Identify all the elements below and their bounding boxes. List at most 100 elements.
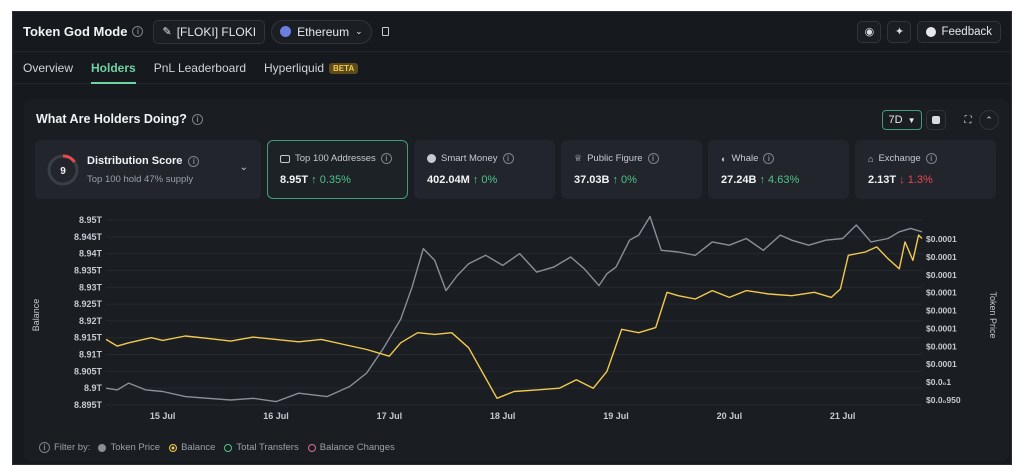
card-change: ↑ 0%	[612, 174, 637, 186]
range-select[interactable]: 7D ▼	[882, 110, 922, 130]
tab-label: PnL Leaderboard	[153, 61, 246, 75]
info-icon[interactable]: i	[763, 153, 775, 164]
chevron-down-icon[interactable]: ⌄	[239, 162, 248, 173]
calendar-button[interactable]	[926, 110, 946, 130]
card-whale[interactable]: ◐ Whale i 27.24B ↑ 4.63%	[708, 140, 849, 199]
legend-dot-icon	[98, 443, 107, 452]
trophy-icon: ♕	[574, 153, 583, 163]
distribution-title-row: Distribution Score i	[87, 155, 200, 167]
page-title: Token God Mode	[23, 24, 128, 39]
distribution-title: Distribution Score	[87, 155, 183, 167]
view-button[interactable]: ◉	[857, 20, 882, 43]
expand-icon: ⛶	[964, 114, 972, 126]
pin-button[interactable]: ✦	[887, 20, 912, 43]
x-tick-label: 17 Jul	[377, 411, 403, 421]
legend-item-balance-changes[interactable]: Balance Changes	[307, 442, 395, 453]
info-icon[interactable]: i	[132, 26, 144, 37]
y2-tick-label: $0.0001	[926, 288, 957, 298]
y-tick-label: 8.935T	[74, 265, 103, 275]
y-tick-label: 8.92T	[79, 316, 103, 326]
card-top-100-addresses[interactable]: Top 100 Addresses i 8.95T ↑ 0.35%	[267, 140, 408, 199]
card-value: 2.13T	[868, 174, 897, 186]
y-tick-label: 8.895T	[74, 400, 103, 410]
app-window: Token God Mode i ✎ [FLOKI] FLOKI Ethereu…	[12, 11, 1012, 465]
network-label: Ethereum	[297, 24, 350, 39]
top-bar: Token God Mode i ✎ [FLOKI] FLOKI Ethereu…	[13, 12, 1011, 52]
info-icon[interactable]: i	[502, 153, 514, 164]
y2-tick-label: $0.0001	[926, 323, 957, 333]
tab-overview[interactable]: Overview	[23, 61, 73, 83]
beta-badge: BETA	[329, 62, 359, 74]
info-icon[interactable]: i	[39, 442, 50, 453]
x-tick-label: 15 Jul	[150, 411, 176, 421]
y2-tick-label: $0.0001	[926, 341, 957, 351]
x-axis-ticks: 15 Jul 16 Jul 17 Jul 18 Jul 19 Jul 20 Jul 21 J…	[150, 411, 856, 421]
card-exchange[interactable]: ⌂ Exchange i 2.13T ↓ 1.3%	[855, 140, 996, 199]
calendar-icon	[932, 116, 940, 124]
card-change: ↑ 4.63%	[759, 174, 800, 186]
legend-label: Balance Changes	[319, 442, 395, 453]
tab-bar: Overview Holders PnL Leaderboard Hyperli…	[13, 53, 1011, 84]
card-label-row: ♕ Public Figure i	[574, 153, 659, 164]
y-axis-label: Balance	[31, 299, 41, 332]
network-selector[interactable]: Ethereum ⌄	[271, 19, 372, 44]
wallet-icon	[280, 154, 290, 163]
info-icon[interactable]: i	[191, 113, 203, 125]
tab-hyperliquid[interactable]: Hyperliquid BETA	[264, 61, 359, 83]
x-tick-label: 21 Jul	[830, 411, 856, 421]
chat-icon	[926, 26, 937, 37]
y2-tick-label: $0.0001	[926, 359, 957, 369]
info-icon[interactable]: i	[647, 153, 659, 164]
feedback-button[interactable]: Feedback	[917, 20, 1001, 43]
tab-pnl-leaderboard[interactable]: PnL Leaderboard	[154, 61, 246, 83]
card-label: Exchange	[878, 153, 921, 164]
legend-item-balance[interactable]: Balance	[169, 442, 215, 453]
holders-chart[interactable]: 8.95T 8.945T 8.94T 8.935T 8.93T 8.925T 8.92T 8.…	[24, 212, 1009, 437]
tab-holders[interactable]: Holders	[91, 61, 136, 84]
series-line-balance	[105, 234, 923, 399]
chevron-up-icon: ⌃	[985, 114, 993, 125]
card-label: Top 100 Addresses	[295, 153, 376, 164]
y-tick-label: 8.93T	[79, 282, 103, 292]
fullscreen-button[interactable]: ⛶	[958, 110, 978, 130]
card-change: ↑ 0.35%	[311, 174, 351, 186]
whale-icon: ◐	[721, 153, 727, 164]
y2-tick-label: $0.0₀1	[926, 377, 951, 387]
card-label-row: Smart Money i	[427, 153, 514, 164]
card-change: ↑ 0%	[472, 174, 498, 186]
info-icon[interactable]: i	[188, 155, 200, 167]
card-label-row: ⌂ Exchange i	[868, 153, 937, 164]
bank-icon: ⌂	[868, 153, 874, 164]
range-label: 7D	[888, 114, 903, 126]
token-selector[interactable]: ✎ [FLOKI] FLOKI	[153, 19, 266, 44]
legend-item-total-transfers[interactable]: Total Transfers	[224, 442, 299, 453]
copy-icon[interactable]	[381, 27, 389, 36]
chart-grid	[106, 219, 922, 406]
chart-legend: i Filter by: Token Price Balance Total Tra…	[39, 442, 404, 453]
caret-down-icon: ▼	[907, 115, 916, 125]
distribution-score-card[interactable]: 9 Distribution Score i Top 100 hold 47% …	[35, 140, 261, 199]
card-smart-money[interactable]: Smart Money i 402.04M ↑ 0%	[414, 140, 555, 199]
info-icon[interactable]: i	[380, 153, 392, 164]
y-tick-label: 8.94T	[79, 249, 103, 259]
score-gauge: 9	[47, 154, 79, 186]
card-label: Smart Money	[441, 153, 498, 164]
card-public-figure[interactable]: ♕ Public Figure i 37.03B ↑ 0%	[561, 140, 702, 199]
series-line-token-price	[105, 215, 923, 403]
legend-dot-icon	[307, 443, 316, 452]
brain-icon	[427, 154, 436, 163]
card-value-row: 37.03B ↑ 0%	[574, 174, 637, 186]
legend-label: Token Price	[110, 442, 161, 453]
legend-items: Token Price Balance Total Transfers Balance…	[98, 442, 403, 453]
y-tick-label: 8.91T	[79, 350, 103, 360]
panel-title: What Are Holders Doing?	[36, 112, 187, 126]
y2-tick-label: $0.0₀950	[926, 395, 961, 405]
chevron-down-icon: ⌄	[355, 26, 363, 36]
info-icon[interactable]: i	[925, 153, 937, 164]
tab-label: Hyperliquid	[264, 61, 325, 75]
card-label-row: Top 100 Addresses i	[280, 153, 392, 164]
collapse-button[interactable]: ⌃	[979, 110, 999, 130]
legend-item-token-price[interactable]: Token Price	[98, 442, 160, 453]
pencil-icon: ✎	[162, 26, 172, 38]
card-change: ↓ 1.3%	[899, 174, 933, 186]
